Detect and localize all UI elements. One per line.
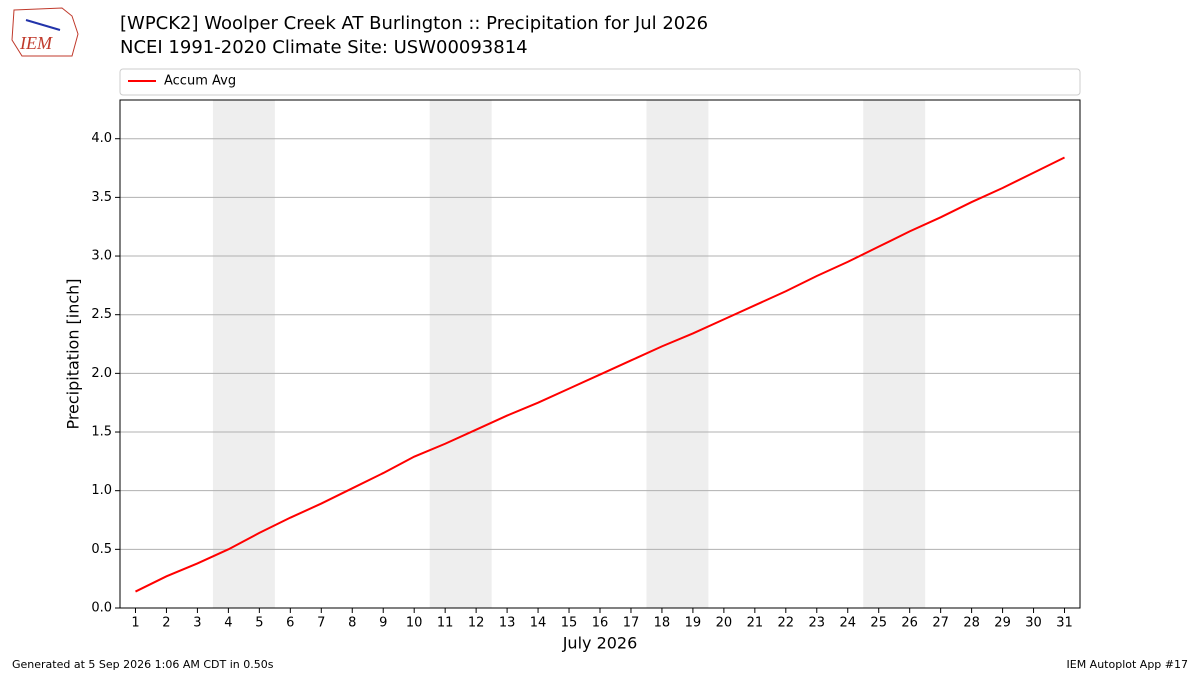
x-tick-label: 22 — [778, 616, 795, 631]
weekend-band — [863, 100, 926, 608]
x-tick-label: 28 — [963, 616, 980, 631]
y-tick-label: 0.5 — [91, 542, 112, 557]
x-tick-label: 6 — [286, 616, 294, 631]
x-tick-label: 19 — [685, 616, 702, 631]
x-tick-label: 1 — [131, 616, 139, 631]
weekend-band — [212, 100, 275, 608]
x-tick-label: 13 — [499, 616, 516, 631]
y-tick-label: 2.0 — [91, 366, 112, 381]
legend-box — [119, 68, 1081, 96]
x-axis-label: July 2026 — [562, 634, 638, 653]
line-series — [135, 156, 1065, 593]
x-tick-label: 31 — [1056, 616, 1073, 631]
y-tick-label: 0.0 — [91, 601, 112, 616]
y-tick-label: 1.0 — [91, 483, 112, 498]
footer-right: IEM Autoplot App #17 — [1067, 658, 1189, 671]
y-tick-label: 1.5 — [91, 425, 112, 440]
plot-area: 0.00.51.01.52.02.53.03.54.01 2 3 4 5 6 7 8 9 10 11… — [91, 74, 1081, 631]
chart-title: [WPCK2] Woolper Creek AT Burlington :: P… — [120, 13, 708, 34]
x-tick-label: 30 — [1025, 616, 1042, 631]
x-tick-label: 23 — [809, 616, 826, 631]
x-tick-label: 26 — [901, 616, 918, 631]
logo-outline — [11, 7, 79, 57]
x-tick-label: 18 — [654, 616, 671, 631]
x-tick-label: 8 — [348, 616, 356, 631]
weekend-band — [646, 100, 709, 608]
x-tick-label: 24 — [839, 616, 856, 631]
chart-subtitle: NCEI 1991-2020 Climate Site: USW00093814 — [120, 37, 528, 58]
x-tick-label: 14 — [530, 616, 547, 631]
footer-left: Generated at 5 Sep 2026 1:06 AM CDT in 0… — [12, 658, 274, 671]
x-tick-label: 21 — [747, 616, 764, 631]
legend-label: Accum Avg — [164, 74, 236, 89]
plot-frame — [119, 99, 1081, 609]
x-tick-label: 2 — [162, 616, 170, 631]
logo-icon — [25, 19, 61, 31]
x-tick-label: 9 — [379, 616, 387, 631]
x-tick-label: 5 — [255, 616, 263, 631]
y-tick-label: 3.0 — [91, 249, 112, 264]
logo: IEM — [11, 7, 79, 57]
x-tick-label: 4 — [224, 616, 232, 631]
y-tick-label: 4.0 — [91, 131, 112, 146]
x-tick-label: 3 — [193, 616, 201, 631]
x-tick-label: 25 — [870, 616, 887, 631]
y-tick-label: 3.5 — [91, 190, 112, 205]
y-axis-label: Precipitation [inch] — [64, 278, 83, 429]
x-tick-label: 10 — [406, 616, 423, 631]
logo-text: IEM — [19, 33, 53, 53]
x-tick-label: 7 — [317, 616, 325, 631]
x-tick-label: 29 — [994, 616, 1011, 631]
x-tick-label: 20 — [716, 616, 733, 631]
x-tick-label: 11 — [437, 616, 454, 631]
x-tick-label: 16 — [592, 616, 609, 631]
x-tick-label: 15 — [561, 616, 578, 631]
x-tick-label: 17 — [623, 616, 640, 631]
weekend-band — [429, 100, 492, 608]
y-tick-label: 2.5 — [91, 307, 112, 322]
x-tick-label: 12 — [468, 616, 485, 631]
x-tick-label: 27 — [932, 616, 949, 631]
